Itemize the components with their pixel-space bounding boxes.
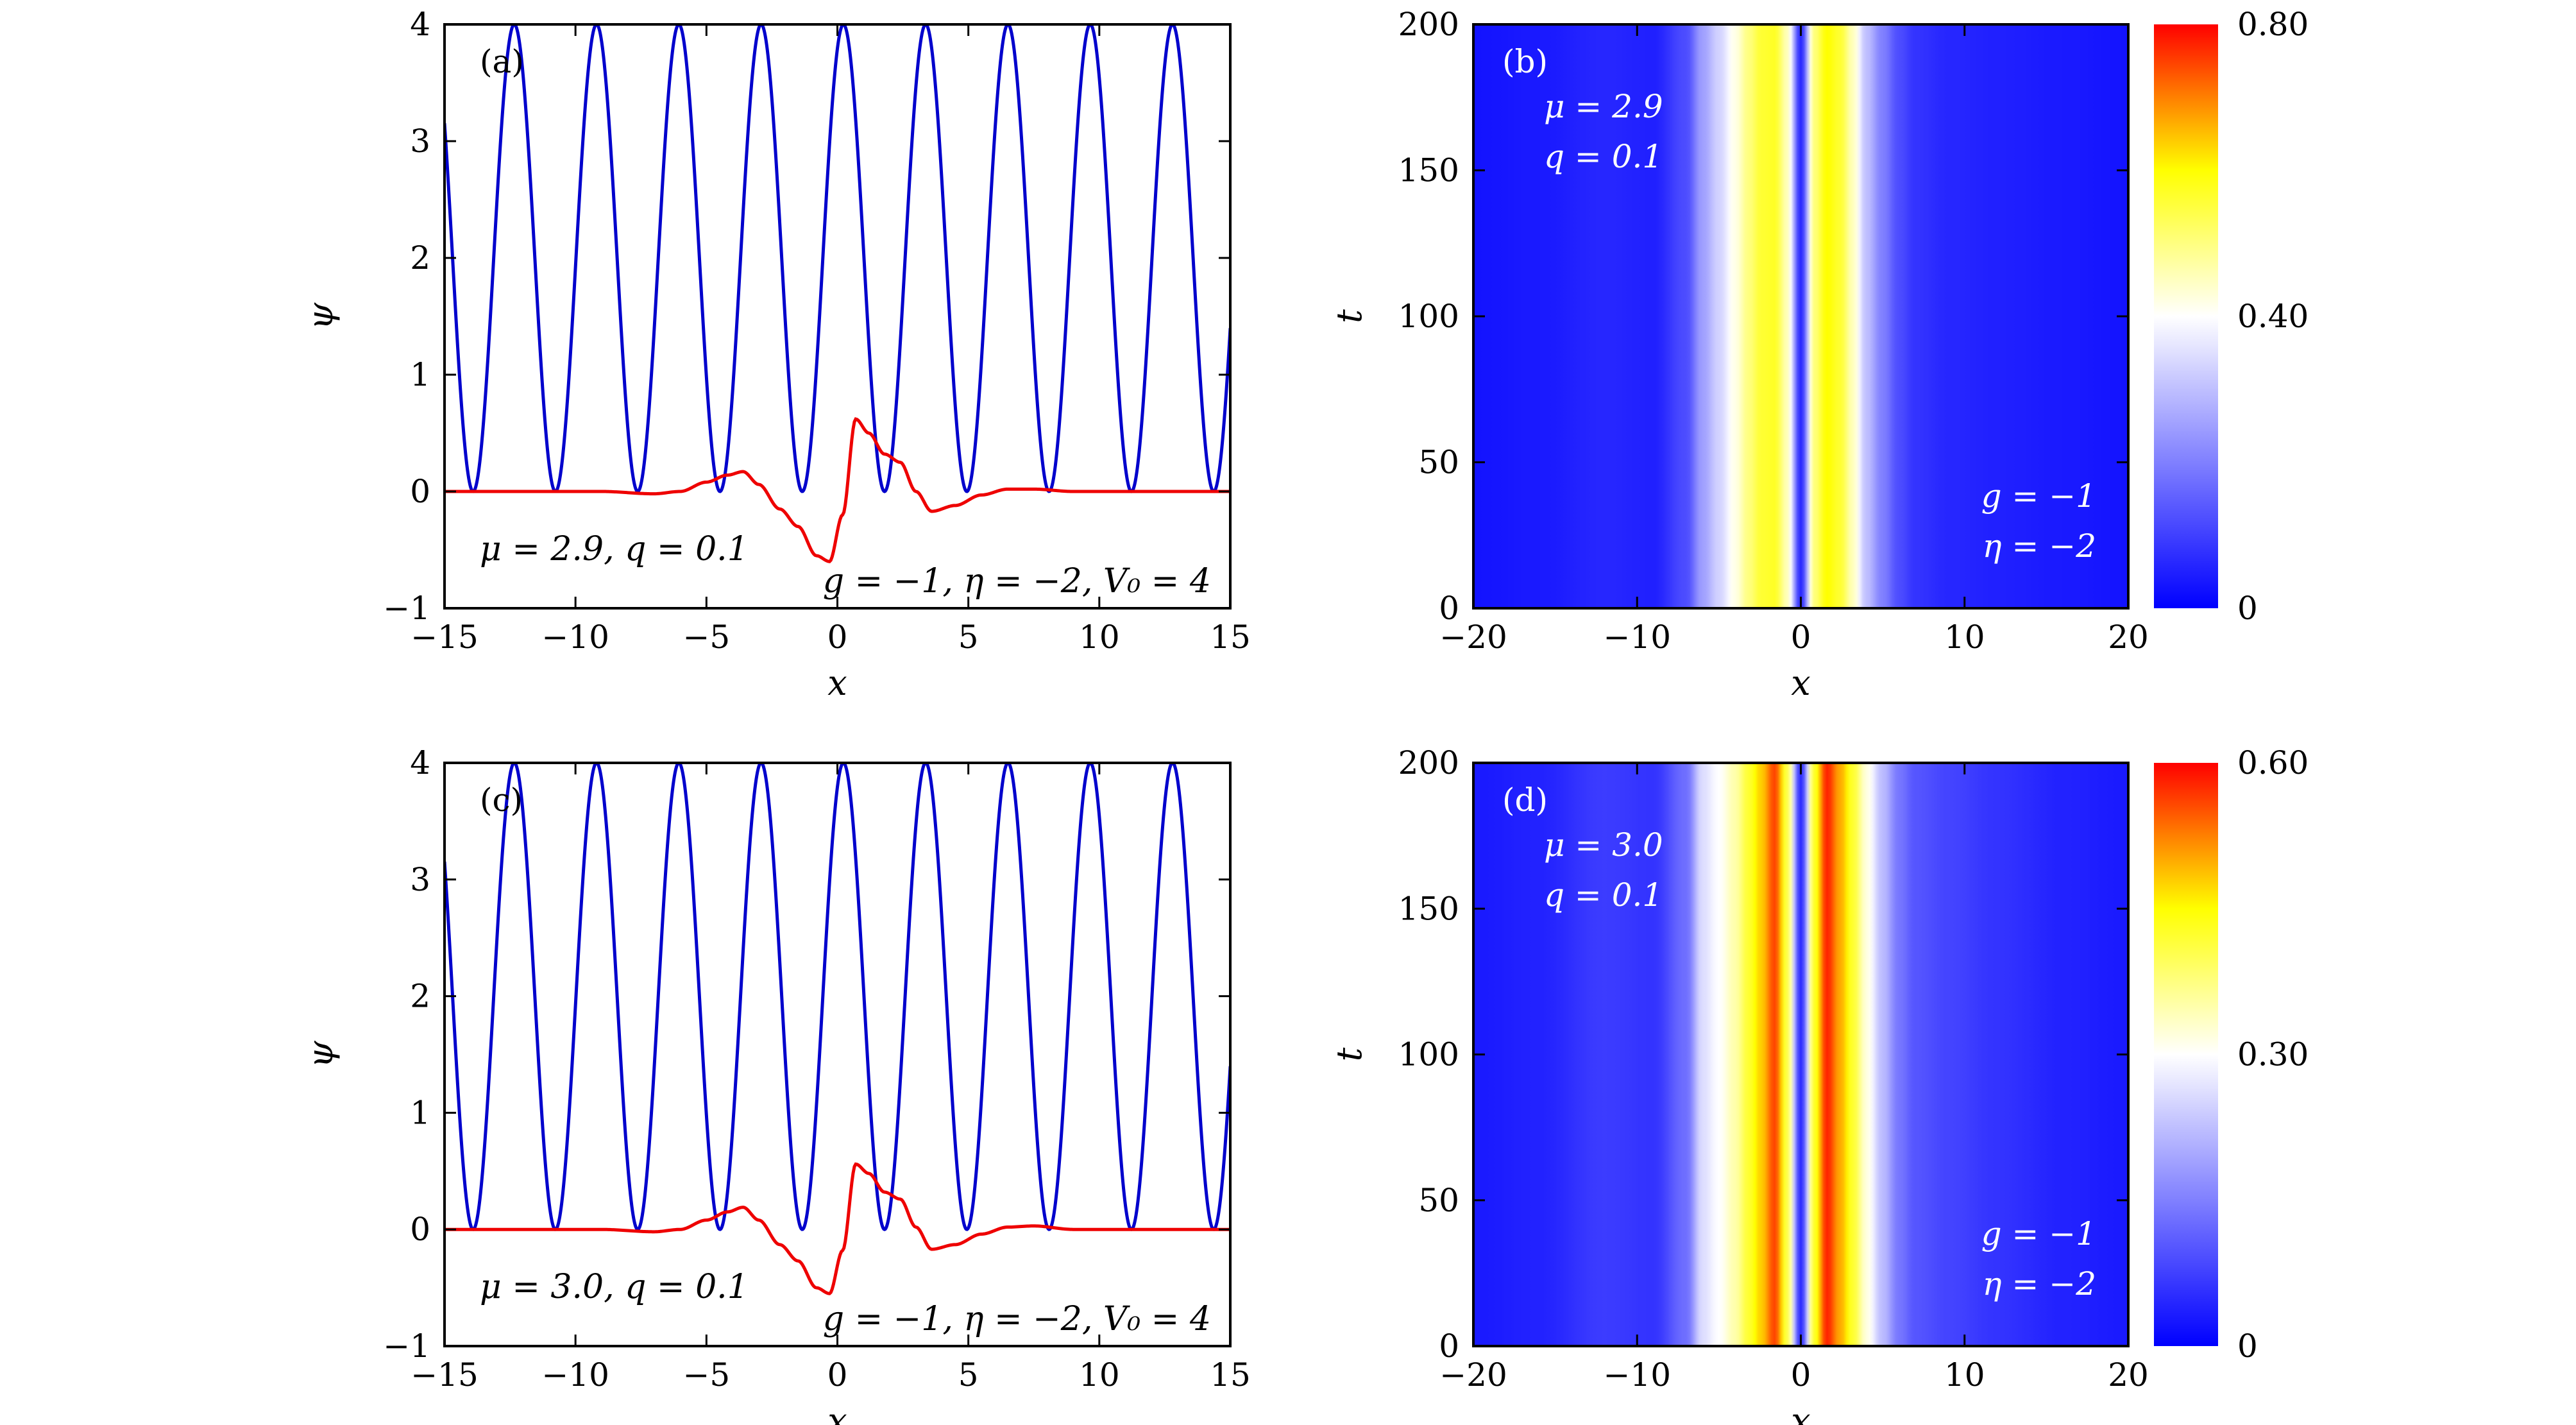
y-tick-label: 50 [1418,1182,1459,1219]
x-tick-label: 15 [1210,1356,1251,1394]
colorbar-tick-label: 0.30 [2237,1036,2309,1073]
y-tick-label: 150 [1398,890,1459,927]
y-tick-label: 100 [1398,298,1459,335]
annotation-model: η = −2 [1983,527,2096,565]
heatmap-field [1473,24,2128,608]
x-tick-label: −5 [682,1356,730,1394]
plot-frame [443,23,1232,610]
panel-d: 0 0.30 0.60 μ = 3.0 q = 0.1 g = −1 η = −2 (d) −2… [1329,744,2309,1425]
wavefunction-line [445,417,1230,563]
x-tick-label: 5 [958,1356,979,1394]
y-tick-label: 3 [410,861,430,898]
x-axis-label: x [1791,1401,1810,1425]
panel-a: (a) μ = 2.9, q = 0.1 g = −1, η = −2, V₀ = … [300,6,1251,703]
panel-label: (c) [480,781,523,819]
panel-b: 0 0.40 0.80 μ = 2.9 q = 0.1 g = −1 η = −2 (b) −2… [1329,6,2309,703]
colorbar [2154,24,2218,608]
x-tick-label: −20 [1439,1356,1507,1394]
colorbar-tick-label: 0.40 [2237,298,2309,335]
y-axis-label: t [1329,1047,1369,1061]
colorbar-tick-label: 0.80 [2237,6,2309,43]
x-tick-label: 20 [2108,619,2149,656]
x-tick-label: 5 [958,619,979,656]
plot-area [445,763,1230,1295]
colorbar-tick-label: 0.60 [2237,744,2309,781]
y-tick-label: 150 [1398,152,1459,189]
x-tick-label: −10 [1603,619,1671,656]
plot-area [445,24,1230,563]
x-tick-label: 20 [2108,1356,2149,1394]
y-tick-label: 200 [1398,6,1459,43]
y-tick-label: 3 [410,123,430,160]
panel-label: (b) [1502,43,1548,80]
annotation-params: μ = 2.9 [1544,88,1663,125]
annotation-model: η = −2 [1983,1265,2096,1302]
y-tick-label: 4 [410,6,430,43]
wavefunction-line [445,1162,1230,1295]
x-tick-label: 10 [1944,619,1985,656]
annotation-params: μ = 3.0 [1544,826,1663,864]
x-tick-label: 10 [1079,619,1120,656]
panel-label: (a) [480,43,524,80]
panel-label: (d) [1502,781,1548,819]
y-tick-label: 0 [410,473,430,510]
x-tick-label: 10 [1079,1356,1120,1394]
y-axis-label: ψ [300,1041,341,1068]
x-tick-label: −15 [411,619,479,656]
x-axis-label: x [827,663,847,703]
potential-line [445,763,1230,1231]
y-tick-label: 200 [1398,744,1459,781]
annotation-model: g = −1 [1981,477,2096,515]
x-tick-label: −20 [1439,619,1507,656]
x-tick-label: 15 [1210,619,1251,656]
annotation-params: q = 0.1 [1544,138,1663,175]
colorbar-tick-label: 0 [2237,1327,2258,1365]
x-tick-label: −5 [682,619,730,656]
y-tick-label: −1 [383,1327,430,1365]
x-axis-label: x [827,1401,847,1425]
x-tick-label: −10 [1603,1356,1671,1394]
annotation-params: μ = 3.0, q = 0.1 [480,1268,749,1306]
annotation-model: g = −1, η = −2, V₀ = 4 [823,1300,1211,1338]
annotation-model: g = −1, η = −2, V₀ = 4 [823,562,1211,601]
x-tick-label: 0 [1791,619,1811,656]
x-tick-label: −10 [541,1356,609,1394]
x-tick-label: −10 [541,619,609,656]
y-tick-label: 4 [410,744,430,781]
x-axis-label: x [1791,663,1810,703]
colorbar-tick-label: 0 [2237,590,2258,627]
x-tick-label: 0 [827,619,848,656]
y-tick-label: 2 [410,239,430,277]
y-tick-label: 2 [410,978,430,1015]
y-tick-label: 100 [1398,1036,1459,1073]
y-tick-label: −1 [383,590,430,627]
potential-line [445,24,1230,493]
heatmap-field [1473,763,2128,1346]
y-tick-label: 0 [410,1211,430,1248]
x-tick-label: 0 [1791,1356,1811,1394]
y-tick-label: 0 [1439,590,1459,627]
y-tick-label: 0 [1439,1327,1459,1365]
y-tick-label: 1 [410,1094,430,1131]
y-tick-label: 1 [410,356,430,393]
x-tick-label: 10 [1944,1356,1985,1394]
panel-c: (c) μ = 3.0, q = 0.1 g = −1, η = −2, V₀ = … [300,744,1251,1425]
annotation-model: g = −1 [1981,1215,2096,1252]
annotation-params: μ = 2.9, q = 0.1 [480,530,749,568]
colorbar [2154,763,2218,1346]
x-tick-label: −15 [411,1356,479,1394]
y-axis-label: t [1329,309,1369,323]
x-tick-label: 0 [827,1356,848,1394]
y-tick-label: 50 [1418,444,1459,481]
y-axis-label: ψ [300,302,341,330]
annotation-params: q = 0.1 [1544,876,1663,914]
